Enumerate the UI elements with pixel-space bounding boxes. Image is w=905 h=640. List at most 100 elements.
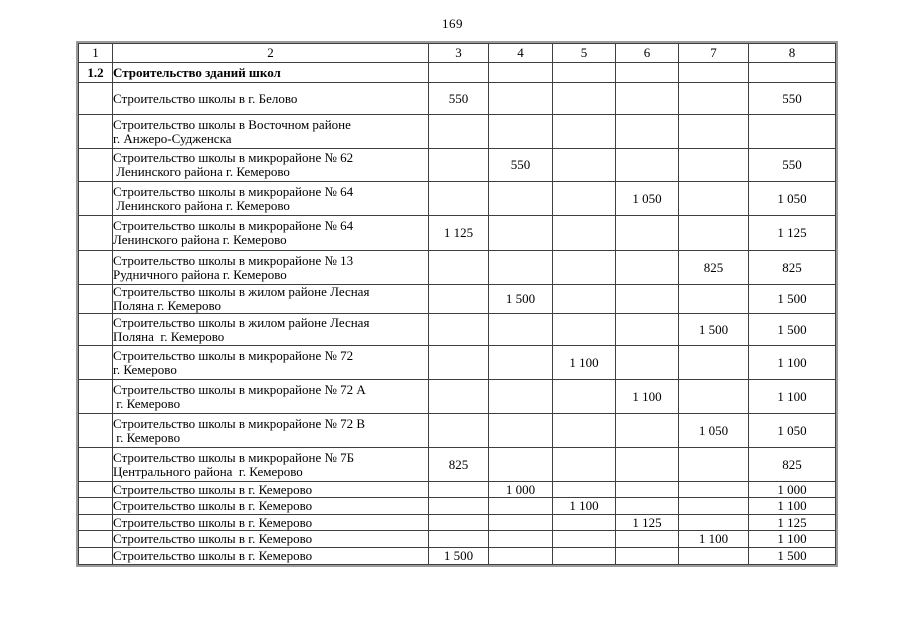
value-cell — [488, 215, 553, 251]
table-row: Строительство школы в г. Кемерово 1 125 1 … — [78, 514, 836, 531]
table-row: Строительство школы в жилом районе Лесна… — [78, 313, 836, 346]
value-cell — [678, 447, 749, 482]
value-cell: 1 100 — [748, 379, 836, 414]
row-code-cell — [78, 379, 113, 414]
value-cell — [615, 547, 679, 565]
value-cell — [615, 284, 679, 314]
value-cell: 825 — [748, 447, 836, 482]
table-row: Строительство школы в микрорайоне № 62 Л… — [78, 148, 836, 182]
value-cell — [678, 379, 749, 414]
value-cell — [488, 345, 553, 380]
value-cell — [615, 345, 679, 380]
value-cell — [678, 114, 749, 149]
value-cell — [488, 413, 553, 448]
description-cell: Строительство зданий школ — [112, 62, 429, 83]
description-cell: Строительство школы в микрорайоне № 72 В… — [112, 413, 429, 448]
value-cell — [428, 313, 489, 346]
value-cell — [615, 413, 679, 448]
value-cell: 1 500 — [748, 284, 836, 314]
description-cell: Строительство школы в микрорайоне № 64 Л… — [112, 181, 429, 216]
value-cell — [428, 181, 489, 216]
value-cell — [615, 481, 679, 498]
value-cell — [428, 497, 489, 515]
column-header: 1 — [78, 43, 113, 63]
table-row: Строительство школы в микрорайоне № 72 В… — [78, 413, 836, 448]
value-cell: 825 — [748, 250, 836, 285]
value-cell — [488, 379, 553, 414]
value-cell — [678, 62, 749, 83]
column-header: 7 — [678, 43, 749, 63]
value-cell — [678, 181, 749, 216]
table-row: Строительство школы в г. Кемерово 1 500 1 … — [78, 547, 836, 565]
value-cell — [552, 379, 616, 414]
value-cell: 550 — [748, 82, 836, 115]
value-cell — [428, 530, 489, 548]
value-cell — [488, 82, 553, 115]
value-cell — [552, 181, 616, 216]
value-cell — [678, 148, 749, 182]
value-cell: 1 125 — [615, 514, 679, 531]
value-cell — [552, 284, 616, 314]
table-row: Строительство школы в микрорайоне № 7Б Ц… — [78, 447, 836, 482]
value-cell — [552, 250, 616, 285]
value-cell: 1 000 — [748, 481, 836, 498]
value-cell — [748, 114, 836, 149]
value-cell — [488, 530, 553, 548]
value-cell — [615, 215, 679, 251]
value-cell — [428, 250, 489, 285]
value-cell: 825 — [428, 447, 489, 482]
row-code-cell — [78, 514, 113, 531]
value-cell — [552, 62, 616, 83]
value-cell — [615, 497, 679, 515]
row-code-cell — [78, 148, 113, 182]
value-cell — [488, 447, 553, 482]
table-row: Строительство школы в г. Кемерово 1 100 1 … — [78, 530, 836, 548]
value-cell — [678, 547, 749, 565]
value-cell: 1 500 — [428, 547, 489, 565]
value-cell — [615, 62, 679, 83]
table-row: Строительство школы в г. Белово 550 550 — [78, 82, 836, 115]
value-cell — [678, 514, 749, 531]
value-cell — [488, 181, 553, 216]
value-cell — [615, 313, 679, 346]
table-row: Строительство школы в микрорайоне № 64 Л… — [78, 181, 836, 216]
description-cell: Строительство школы в г. Кемерово — [112, 497, 429, 515]
value-cell — [552, 514, 616, 531]
value-cell — [615, 250, 679, 285]
description-cell: Строительство школы в г. Кемерово — [112, 530, 429, 548]
value-cell — [748, 62, 836, 83]
description-cell: Строительство школы в жилом районе Лесна… — [112, 284, 429, 314]
row-code-cell — [78, 284, 113, 314]
value-cell — [678, 497, 749, 515]
value-cell: 1 125 — [748, 215, 836, 251]
row-code-cell — [78, 250, 113, 285]
value-cell: 1 500 — [748, 547, 836, 565]
value-cell — [488, 62, 553, 83]
value-cell — [552, 413, 616, 448]
table-row: Строительство школы в микрорайоне № 72 г… — [78, 345, 836, 380]
value-cell — [488, 114, 553, 149]
value-cell — [552, 82, 616, 115]
table-row: Строительство школы в микрорайоне № 13 Р… — [78, 250, 836, 285]
value-cell: 1 050 — [615, 181, 679, 216]
value-cell — [552, 530, 616, 548]
value-cell: 1 125 — [748, 514, 836, 531]
value-cell: 1 100 — [615, 379, 679, 414]
value-cell — [428, 114, 489, 149]
value-cell — [428, 345, 489, 380]
column-header: 4 — [488, 43, 553, 63]
row-code-cell — [78, 82, 113, 115]
description-cell: Строительство школы в г. Кемерово — [112, 547, 429, 565]
value-cell — [428, 514, 489, 531]
row-code-cell — [78, 345, 113, 380]
description-cell: Строительство школы в микрорайоне № 13 Р… — [112, 250, 429, 285]
value-cell — [615, 82, 679, 115]
value-cell — [488, 250, 553, 285]
value-cell — [552, 547, 616, 565]
value-cell — [488, 313, 553, 346]
description-cell: Строительство школы в микрорайоне № 72 А… — [112, 379, 429, 414]
value-cell: 1 100 — [552, 497, 616, 515]
value-cell — [678, 345, 749, 380]
